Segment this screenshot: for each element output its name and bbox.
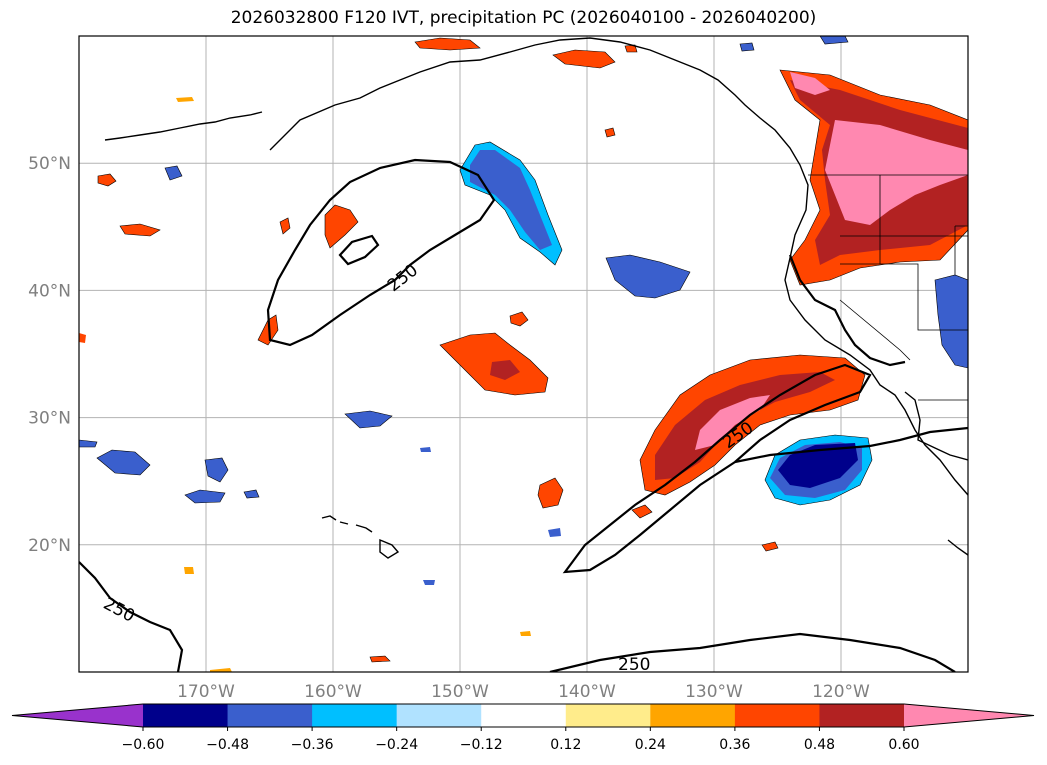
colorbar-bin-1	[227, 704, 313, 727]
precip-region-d	[119, 223, 161, 237]
colorbar-extend-high	[904, 704, 1034, 727]
lon-label-1: 160°W	[304, 682, 362, 702]
borders	[808, 174, 968, 401]
precip-region-band-pink	[695, 395, 770, 450]
colorbar: −0.60 −0.48 −0.36 −0.24 −0.12 0.12 0.24 0.36 0.4…	[11, 703, 1035, 753]
colorbar-label-6: 0.24	[635, 737, 666, 753]
ivt-contour-small-loop	[338, 234, 380, 266]
ivt-contour-north	[266, 158, 496, 347]
lon-label-4: 130°W	[685, 682, 743, 702]
precip-region-pnw-pink2	[790, 72, 830, 95]
lon-label-0: 170°W	[177, 682, 235, 702]
border-states-2	[840, 263, 968, 331]
colorbar-bin-8	[819, 704, 905, 727]
precip-neg-g	[164, 165, 183, 181]
ivt-contour-coast	[788, 254, 906, 367]
precip-region-j	[631, 504, 653, 519]
precip-region-c	[537, 477, 564, 509]
precip-region-m	[604, 127, 616, 138]
precip-neg-n	[548, 528, 561, 537]
colorbar-bin-5	[565, 704, 651, 727]
precip-neg-h	[934, 274, 968, 369]
coast-alaska-islands	[104, 111, 263, 141]
precip-neg-e	[204, 457, 229, 483]
coast-sea-of-cortez	[904, 391, 968, 461]
precip-region-s	[79, 333, 86, 343]
precip-region-a	[324, 204, 359, 249]
precip-neg-i	[819, 36, 849, 45]
coast-mexico	[947, 539, 968, 556]
precip-region-b	[257, 314, 279, 346]
precip-neg-large-dark	[778, 443, 858, 488]
lat-label-1: 40°N	[28, 281, 71, 301]
map-frame	[78, 35, 969, 673]
lat-label-2: 30°N	[28, 409, 71, 429]
lat-label-3: 20°N	[28, 536, 71, 556]
colorbar-bin-4	[481, 704, 567, 727]
precip-region-q	[184, 567, 194, 574]
lon-label-3: 140°W	[558, 682, 616, 702]
colorbar-label-2: −0.36	[291, 737, 334, 753]
border-states-4	[839, 299, 911, 361]
lat-labels: 50°N 40°N 30°N 20°N	[28, 154, 71, 556]
precip-region-g	[509, 311, 529, 327]
chart-title: 2026032800 F120 IVT, precipitation PC (2…	[230, 8, 817, 28]
colorbar-label-9: 0.60	[888, 737, 919, 753]
precip-region-f	[414, 37, 481, 51]
colorbar-bin-3	[396, 704, 482, 727]
precip-neg-d	[344, 410, 393, 429]
lat-label-0: 50°N	[28, 154, 71, 174]
colorbar-label-1: −0.48	[206, 737, 249, 753]
border-states-6	[954, 225, 968, 275]
coastlines	[104, 37, 968, 559]
colorbar-label-3: −0.24	[375, 737, 418, 753]
colorbar-bin-7	[734, 704, 820, 727]
precip-region-band-dark	[655, 372, 835, 480]
precip-region-central-dark	[490, 360, 520, 380]
colorbar-label-4: −0.12	[460, 737, 503, 753]
precip-neg-a-mid	[470, 150, 552, 250]
precip-region-k	[761, 541, 779, 552]
ivt-contour-band	[562, 363, 872, 574]
precip-neg-f	[184, 489, 226, 504]
precip-region-o	[176, 97, 194, 102]
lon-labels: 170°W 160°W 150°W 140°W 130°W 120°W	[177, 682, 870, 702]
colorbar-bin-6	[650, 704, 736, 727]
precip-neg-k	[243, 489, 260, 499]
ivt-contour-south	[549, 632, 956, 672]
precip-region-e	[552, 49, 616, 69]
map-content: 250 250 250 250	[79, 36, 968, 675]
colorbar-bin-2	[312, 704, 398, 727]
colorbar-extend-low	[12, 704, 143, 727]
precip-neg-b	[605, 254, 691, 299]
precip-region-h	[97, 173, 117, 187]
precip-region-l	[369, 655, 391, 663]
ivt-contour-sw	[79, 561, 184, 672]
precip-region-i	[279, 217, 291, 235]
precip-neg-o	[420, 447, 431, 452]
contour-label-4: 250	[618, 655, 650, 675]
precip-region-pnw-pink	[825, 120, 968, 225]
precip-negative-regions	[79, 36, 968, 585]
precip-neg-c	[96, 449, 151, 476]
precip-neg-l	[79, 439, 98, 448]
colorbar-bin-0	[143, 704, 229, 727]
colorbar-label-0: −0.60	[122, 737, 165, 753]
colorbar-label-7: 0.36	[719, 737, 750, 753]
precip-neg-j	[739, 42, 755, 52]
precip-region-p	[520, 631, 531, 636]
precip-neg-m	[423, 580, 435, 585]
ivt-contours	[79, 158, 968, 672]
colorbar-label-5: 0.12	[550, 737, 581, 753]
precip-region-r	[210, 668, 232, 672]
coast-alaska	[269, 37, 968, 496]
lon-label-2: 150°W	[431, 682, 489, 702]
lon-label-5: 120°W	[812, 682, 870, 702]
colorbar-label-8: 0.48	[804, 737, 835, 753]
gridlines	[79, 36, 968, 672]
ivt-contour-band-east	[734, 426, 968, 464]
coast-hawaii	[321, 515, 400, 559]
